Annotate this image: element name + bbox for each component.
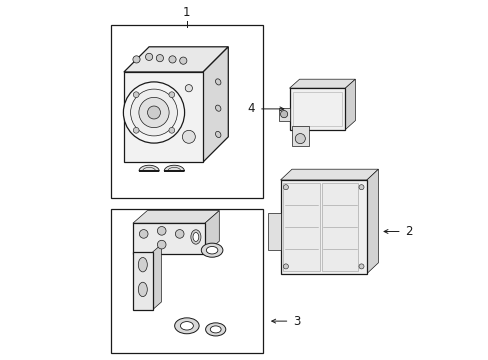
Ellipse shape	[174, 318, 199, 334]
Ellipse shape	[210, 326, 221, 333]
Circle shape	[139, 230, 148, 238]
Circle shape	[179, 57, 186, 64]
Polygon shape	[204, 211, 219, 254]
Polygon shape	[152, 244, 161, 310]
Ellipse shape	[201, 243, 223, 257]
Ellipse shape	[138, 257, 147, 272]
Polygon shape	[133, 211, 219, 223]
Bar	[123, 72, 203, 162]
Circle shape	[168, 127, 174, 133]
Bar	[111, 209, 262, 353]
Circle shape	[157, 226, 166, 235]
Circle shape	[156, 55, 163, 62]
Circle shape	[182, 130, 195, 143]
Polygon shape	[267, 213, 280, 250]
Ellipse shape	[215, 105, 221, 111]
Text: 3: 3	[292, 315, 300, 328]
Circle shape	[280, 111, 287, 118]
Circle shape	[147, 106, 160, 119]
Circle shape	[283, 185, 288, 190]
Ellipse shape	[215, 79, 221, 85]
Circle shape	[133, 56, 140, 63]
Text: 1: 1	[183, 6, 190, 19]
Polygon shape	[139, 165, 159, 171]
Bar	[111, 25, 262, 198]
Circle shape	[139, 98, 169, 128]
Bar	[321, 183, 357, 271]
Circle shape	[358, 264, 363, 269]
Bar	[283, 183, 319, 271]
Ellipse shape	[138, 282, 147, 297]
Circle shape	[123, 82, 184, 143]
Bar	[289, 88, 345, 130]
Ellipse shape	[193, 233, 199, 242]
Text: 4: 4	[247, 102, 255, 116]
Circle shape	[168, 92, 174, 98]
Polygon shape	[289, 79, 355, 88]
Circle shape	[283, 264, 288, 269]
Polygon shape	[123, 47, 228, 72]
Polygon shape	[203, 47, 228, 162]
Ellipse shape	[205, 323, 225, 336]
Ellipse shape	[180, 321, 193, 330]
Ellipse shape	[190, 230, 201, 244]
Bar	[133, 252, 152, 310]
Polygon shape	[278, 108, 289, 121]
Bar	[133, 223, 204, 254]
Ellipse shape	[215, 131, 221, 138]
Polygon shape	[280, 169, 378, 180]
Circle shape	[133, 127, 139, 133]
Circle shape	[185, 85, 192, 92]
Text: 2: 2	[405, 225, 412, 238]
Polygon shape	[164, 165, 184, 171]
Ellipse shape	[206, 247, 218, 254]
Circle shape	[133, 92, 139, 98]
Polygon shape	[366, 169, 378, 274]
Circle shape	[145, 53, 152, 60]
Circle shape	[295, 134, 305, 144]
Bar	[280, 180, 366, 274]
Circle shape	[130, 89, 177, 136]
Circle shape	[168, 56, 176, 63]
Bar	[292, 92, 341, 126]
Circle shape	[358, 185, 363, 190]
Circle shape	[157, 240, 166, 249]
Polygon shape	[345, 79, 355, 130]
Polygon shape	[292, 126, 309, 146]
Circle shape	[175, 230, 183, 238]
